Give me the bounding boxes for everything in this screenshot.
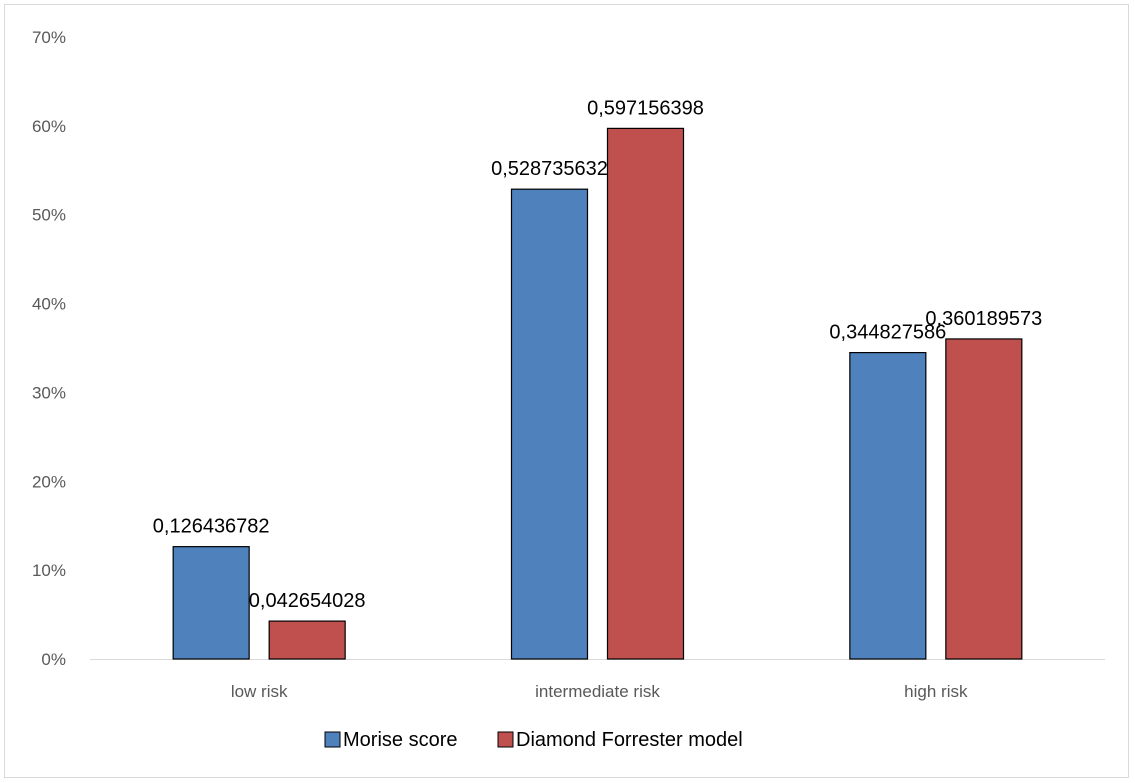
data-label: 0,344827586 — [829, 322, 946, 344]
y-tick-label: 20% — [32, 472, 66, 491]
bar-morise-2 — [849, 351, 927, 660]
y-tick-label: 30% — [32, 383, 66, 402]
legend-label: Diamond Forrester model — [516, 729, 743, 751]
data-label: 0,042654028 — [249, 590, 366, 612]
x-tick-label: low risk — [231, 682, 288, 701]
x-tick-label: intermediate risk — [535, 682, 660, 701]
legend-swatch — [497, 731, 514, 748]
y-tick-label: 0% — [41, 650, 66, 669]
bar-diamond-forrester-1 — [606, 127, 685, 660]
legend-swatch — [324, 731, 341, 748]
y-tick-label: 10% — [32, 561, 66, 580]
bar-morise-1 — [510, 188, 589, 660]
y-tick-label: 70% — [32, 28, 66, 47]
x-tick-label: high risk — [904, 682, 968, 701]
y-tick-label: 50% — [32, 206, 66, 225]
bar-diamond-forrester-0 — [268, 620, 346, 660]
data-label: 0,126436782 — [153, 516, 270, 538]
legend-label: Morise score — [343, 729, 457, 751]
y-tick-label: 60% — [32, 117, 66, 136]
data-label: 0,597156398 — [587, 97, 704, 119]
y-tick-label: 40% — [32, 295, 66, 314]
data-label: 0,360189573 — [925, 308, 1042, 330]
bar-diamond-forrester-2 — [945, 338, 1023, 660]
bar-morise-0 — [172, 546, 250, 660]
data-label: 0,528735632 — [491, 158, 608, 180]
